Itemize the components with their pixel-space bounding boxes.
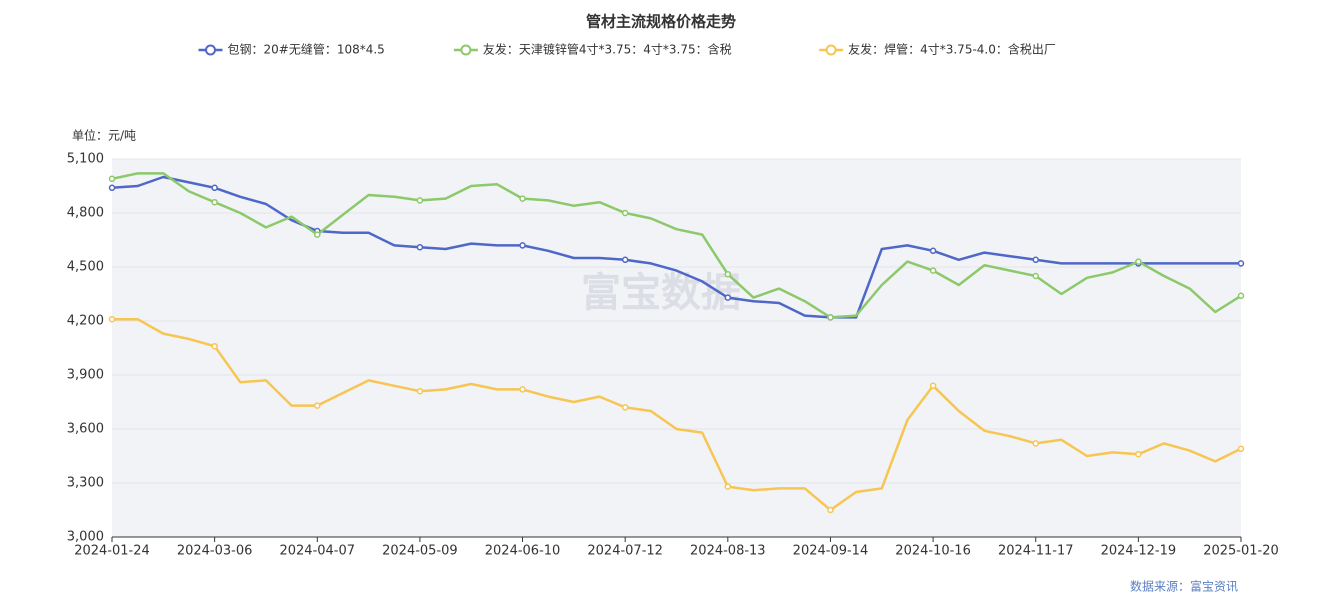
point xyxy=(929,382,937,390)
x-tick-label: 2024-12-19 xyxy=(1101,544,1177,559)
legend-label: 包钢：20#无缝管：108*4.5 xyxy=(228,42,385,57)
point xyxy=(416,197,424,204)
y-tick-label: 5,100 xyxy=(67,152,104,167)
point xyxy=(827,314,834,321)
x-tick-label: 2024-09-14 xyxy=(793,544,869,559)
point xyxy=(621,404,629,411)
point xyxy=(108,184,116,192)
legend-label: 友发：天津镀锌管4寸*3.75：4寸*3.75：含税 xyxy=(483,42,732,57)
point xyxy=(1032,256,1039,264)
point xyxy=(724,294,732,301)
point xyxy=(108,315,116,323)
plot-area xyxy=(112,159,1241,537)
x-tick-label: 2024-07-12 xyxy=(587,544,663,559)
y-tick-label: 3,300 xyxy=(67,476,104,491)
series-line xyxy=(112,317,1242,512)
point xyxy=(621,209,629,217)
unit-label: 单位：元/吨 xyxy=(72,128,136,143)
x-tick-label: 2024-05-09 xyxy=(382,544,458,559)
point xyxy=(416,387,424,395)
point xyxy=(519,195,526,202)
x-tick-label: 2024-04-07 xyxy=(279,544,355,559)
x-tick-label: 2025-01-20 xyxy=(1203,544,1279,559)
point xyxy=(929,267,937,274)
x-tick-label: 2024-06-10 xyxy=(485,544,561,559)
legend-symbol xyxy=(460,44,472,56)
point xyxy=(211,342,218,350)
legend-item: 友发：焊管：4寸*3.75-4.0：含税出厂 xyxy=(819,42,1056,57)
watermark: 富宝数据 xyxy=(581,270,741,316)
y-tick-label: 3,000 xyxy=(67,530,104,545)
point xyxy=(929,247,937,255)
point xyxy=(519,386,526,393)
legend-item: 友发：天津镀锌管4寸*3.75：4寸*3.75：含税 xyxy=(453,42,732,57)
point xyxy=(621,256,629,264)
point xyxy=(1032,440,1039,447)
series-line xyxy=(111,172,1242,319)
legend-item: 包钢：20#无缝管：108*4.5 xyxy=(198,42,385,57)
point xyxy=(519,242,526,249)
point xyxy=(827,506,834,514)
point xyxy=(1032,272,1039,280)
point xyxy=(724,270,732,278)
point xyxy=(1237,292,1245,300)
point xyxy=(211,184,218,192)
legend-label: 友发：焊管：4寸*3.75-4.0：含税出厂 xyxy=(848,42,1056,57)
legend-symbol xyxy=(825,44,837,56)
y-tick-label: 4,500 xyxy=(67,260,104,275)
source: 数据来源：富宝资讯 xyxy=(1130,579,1238,594)
y-tick-label: 4,800 xyxy=(67,206,104,221)
point xyxy=(724,483,732,490)
x-tick-label: 2024-08-13 xyxy=(690,544,766,559)
x-tick-label: 2024-10-16 xyxy=(895,544,971,559)
y-tick-label: 3,600 xyxy=(67,422,104,437)
point xyxy=(1237,260,1245,267)
x-tick-label: 2024-03-06 xyxy=(177,544,253,559)
y-tick-label: 3,900 xyxy=(67,368,104,383)
point xyxy=(416,243,424,251)
legend-symbol xyxy=(205,44,216,56)
point xyxy=(1237,445,1245,453)
point xyxy=(314,231,321,238)
point xyxy=(108,175,116,183)
y-tick-label: 4,200 xyxy=(67,314,104,329)
x-tick-label: 2024-11-17 xyxy=(998,544,1074,559)
x-tick-label: 2024-01-24 xyxy=(74,544,150,559)
point xyxy=(1135,258,1142,265)
point xyxy=(314,402,321,409)
point xyxy=(211,198,218,206)
chart-title: 管材主流规格价格走势 xyxy=(586,13,736,31)
point xyxy=(1135,450,1142,458)
